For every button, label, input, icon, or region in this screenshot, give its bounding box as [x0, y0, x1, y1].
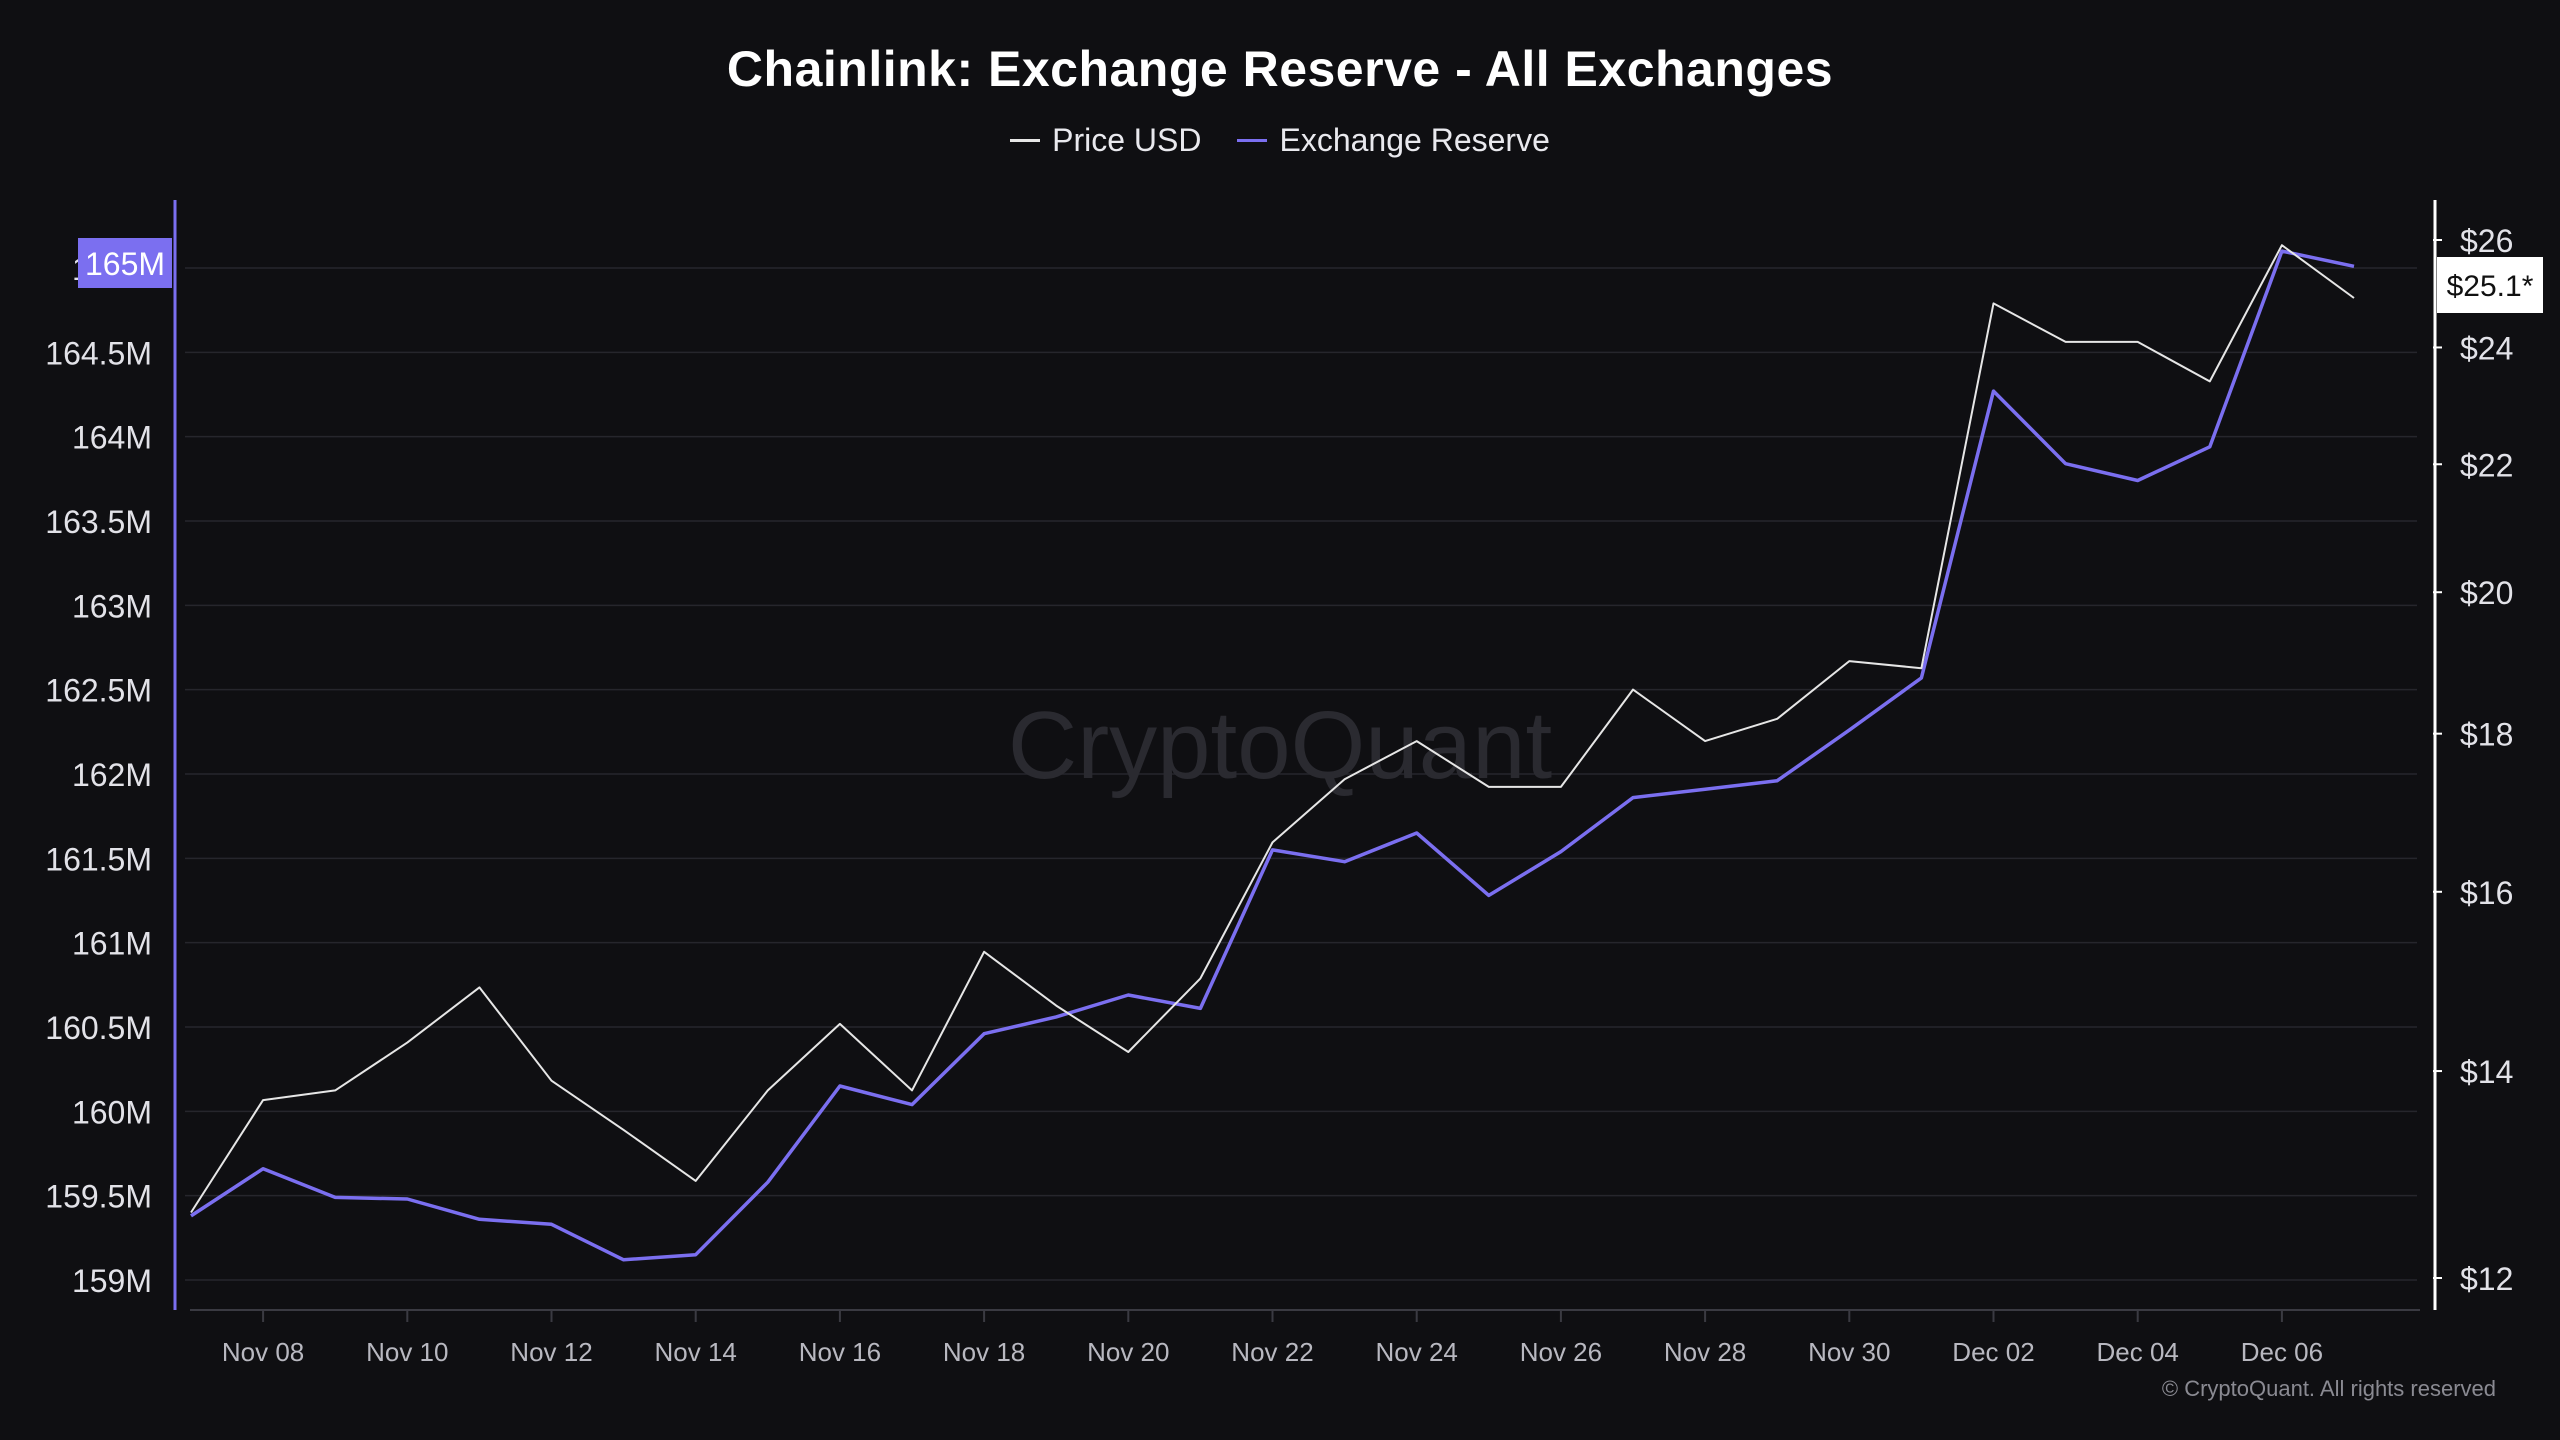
- y-left-tick-label: 163M: [72, 588, 152, 624]
- y-left-tick-label: 162.5M: [45, 673, 152, 709]
- y-left-tick-label: 159M: [72, 1263, 152, 1299]
- legend-item-price[interactable]: Price USD: [1010, 122, 1201, 159]
- y-right-tick-label: $26: [2460, 223, 2513, 259]
- x-tick-label: Nov 24: [1376, 1337, 1458, 1367]
- x-tick-label: Dec 04: [2097, 1337, 2179, 1367]
- price-value-badge: [2437, 257, 2543, 313]
- x-tick-label: Nov 26: [1520, 1337, 1602, 1367]
- y-left-tick-label: 162M: [72, 757, 152, 793]
- legend-label-price: Price USD: [1052, 122, 1202, 158]
- x-tick-label: Nov 18: [943, 1337, 1025, 1367]
- y-left-tick-label: 160.5M: [45, 1010, 152, 1046]
- copyright-notice: © CryptoQuant. All rights reserved: [2161, 1376, 2496, 1401]
- x-tick-label: Nov 28: [1664, 1337, 1746, 1367]
- y-left-tick-label: 159.5M: [45, 1179, 152, 1215]
- x-tick-label: Nov 10: [366, 1337, 448, 1367]
- x-tick-label: Nov 08: [222, 1337, 304, 1367]
- x-tick-label: Dec 02: [1952, 1337, 2034, 1367]
- x-tick-label: Nov 22: [1231, 1337, 1313, 1367]
- y-left-tick-label: 163.5M: [45, 504, 152, 540]
- chart-title: Chainlink: Exchange Reserve - All Exchan…: [726, 41, 1834, 97]
- x-tick-label: Nov 14: [655, 1337, 737, 1367]
- x-tick-label: Nov 30: [1808, 1337, 1890, 1367]
- y-left-tick-label: 164M: [72, 420, 152, 456]
- series-line-price-usd: [190, 244, 2355, 1214]
- y-right-tick-label: $22: [2460, 447, 2513, 483]
- y-right-tick-label: $18: [2460, 717, 2513, 753]
- legend: Price USD Exchange Reserve: [0, 122, 2560, 159]
- price-value-badge-text: $25.1*: [2447, 270, 2534, 303]
- legend-swatch-reserve: [1237, 139, 1268, 142]
- x-tick-label: Nov 12: [510, 1337, 592, 1367]
- y-right-tick-label: $12: [2460, 1261, 2513, 1297]
- reserve-value-badge-text: 165M: [85, 246, 165, 282]
- x-tick-label: Nov 20: [1087, 1337, 1169, 1367]
- x-tick-label: Dec 06: [2241, 1337, 2323, 1367]
- y-right-tick-label: $14: [2460, 1054, 2513, 1090]
- series-line-exchange-reserve: [190, 249, 2355, 1262]
- y-left-tick-label: 161M: [72, 926, 152, 962]
- watermark: CryptoQuant: [1008, 692, 1552, 799]
- y-left-tick-label: 164.5M: [45, 335, 152, 371]
- y-left-tick-label: 160M: [72, 1094, 152, 1130]
- legend-swatch-price: [1010, 139, 1041, 142]
- x-tick-label: Nov 16: [799, 1337, 881, 1367]
- y-right-tick-label: $20: [2460, 575, 2513, 611]
- reserve-value-badge: [78, 238, 172, 288]
- legend-label-reserve: Exchange Reserve: [1279, 122, 1550, 158]
- y-right-tick-label: $16: [2460, 875, 2513, 911]
- y-right-tick-label: $24: [2460, 330, 2513, 366]
- y-left-tick-label: 161.5M: [45, 841, 152, 877]
- legend-item-reserve[interactable]: Exchange Reserve: [1237, 122, 1550, 159]
